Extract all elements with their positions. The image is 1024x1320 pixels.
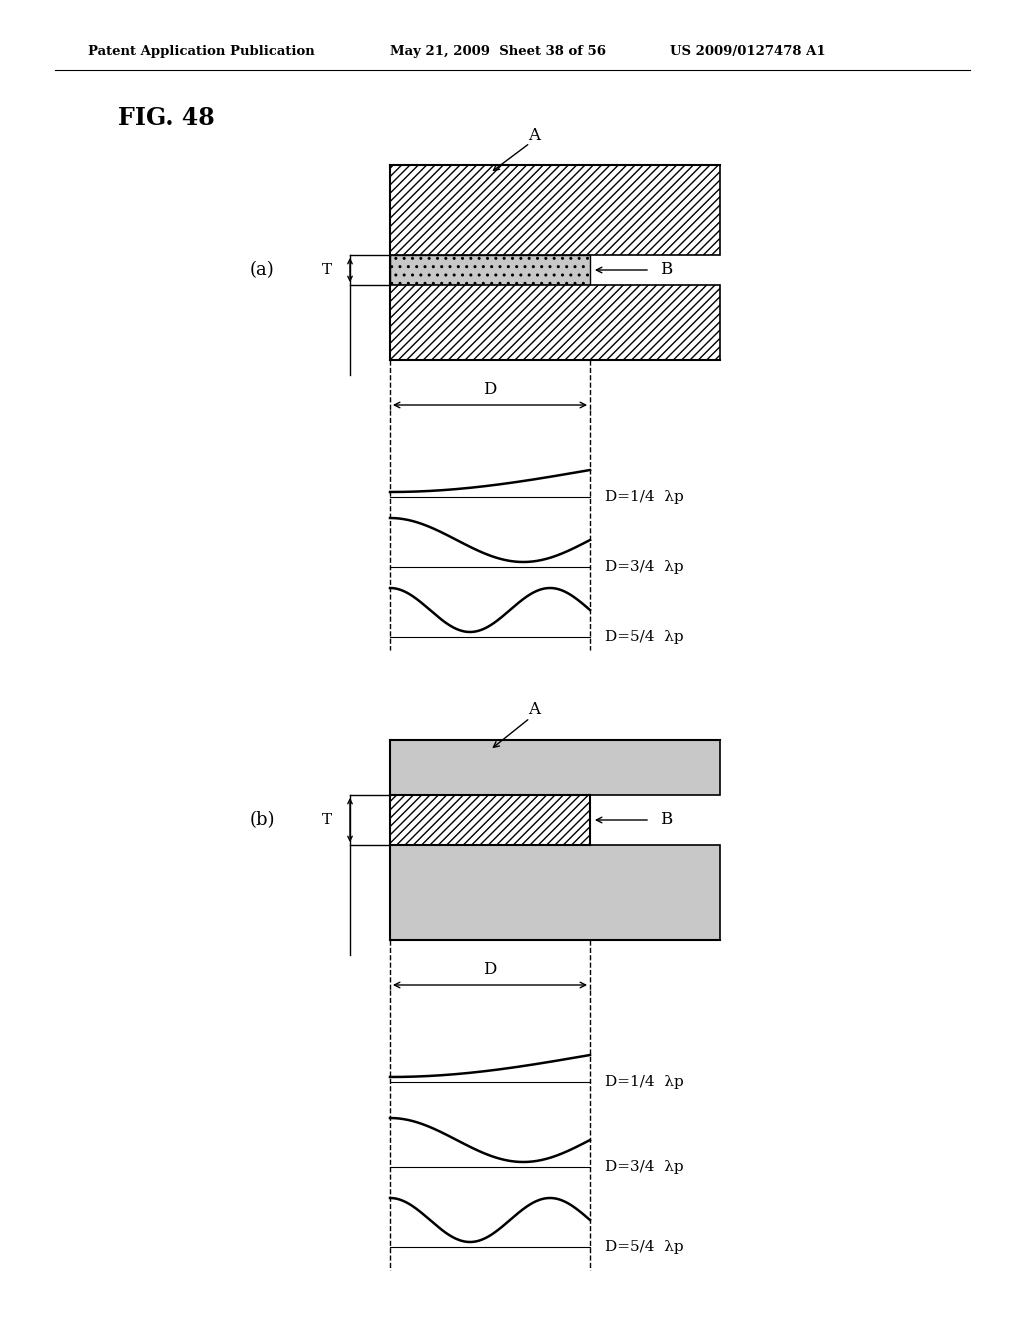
Text: D: D [483,380,497,397]
Text: FIG. 48: FIG. 48 [118,106,215,129]
Text: D=5/4  λp: D=5/4 λp [605,1239,684,1254]
Text: Patent Application Publication: Patent Application Publication [88,45,314,58]
Text: D=3/4  λp: D=3/4 λp [605,560,684,574]
Text: D=5/4  λp: D=5/4 λp [605,630,684,644]
Bar [390,845,720,940]
Bar [390,285,720,360]
Text: A: A [528,701,540,718]
Bar [390,165,720,255]
Text: T: T [322,263,332,277]
Text: A: A [528,127,540,144]
Text: D=1/4  λp: D=1/4 λp [605,490,684,504]
Text: US 2009/0127478 A1: US 2009/0127478 A1 [670,45,825,58]
Text: D: D [483,961,497,978]
Bar [390,255,590,285]
Text: D=1/4  λp: D=1/4 λp [605,1074,684,1089]
Text: B: B [660,261,672,279]
Text: T: T [322,813,332,828]
Bar [390,741,720,795]
Bar [390,795,590,845]
Text: D=3/4  λp: D=3/4 λp [605,1160,684,1173]
Text: B: B [660,812,672,829]
Text: May 21, 2009  Sheet 38 of 56: May 21, 2009 Sheet 38 of 56 [390,45,606,58]
Text: (a): (a) [250,261,274,279]
Text: (b): (b) [250,810,275,829]
